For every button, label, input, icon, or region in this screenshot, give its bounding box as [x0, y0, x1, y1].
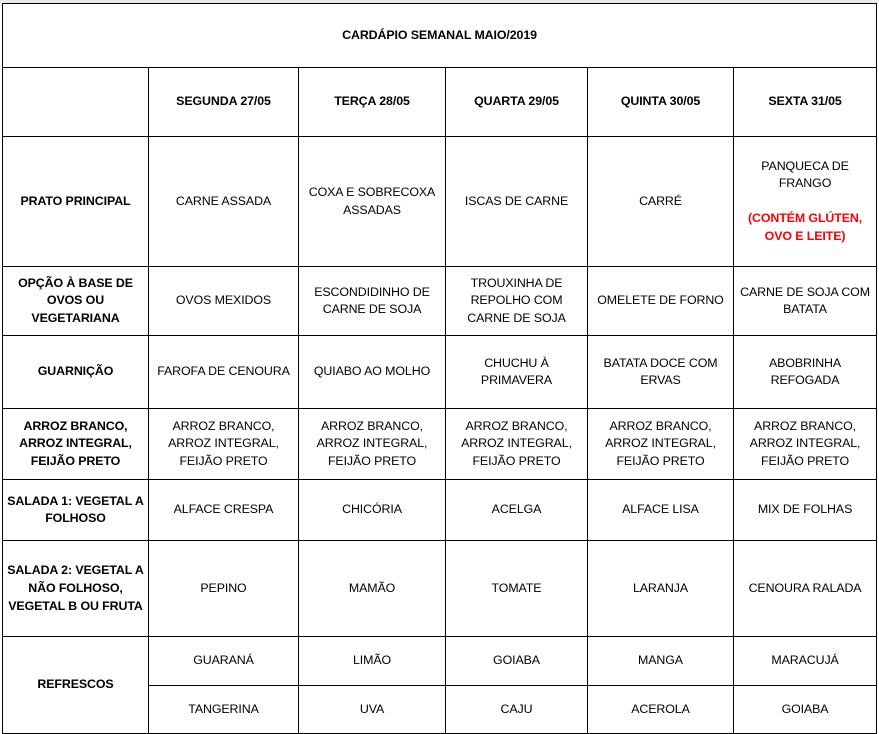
row-label-refrescos: REFRESCOS — [2, 636, 149, 734]
cell-salada2-quinta: LARANJA — [587, 540, 734, 638]
cell-guarnicao-segunda: FAROFA DE CENOURA — [148, 335, 299, 410]
cell-refrescos2-terca: UVA — [298, 685, 446, 734]
cell-prato-principal-quinta: CARRÉ — [587, 135, 734, 268]
cell-prato-principal-sexta: PANQUECA DE FRANGO (CONTÉM GLÚTEN, OVO E… — [732, 135, 878, 268]
row-salada-2: SALADA 2: VEGETAL A NÃO FOLHOSO, VEGETAL… — [2, 540, 878, 638]
header-day-quinta: QUINTA 30/05 — [587, 67, 734, 137]
cell-arroz-quinta: ARROZ BRANCO, ARROZ INTEGRAL, FEIJÃO PRE… — [587, 408, 734, 481]
row-arroz-feijao: ARROZ BRANCO, ARROZ INTEGRAL, FEIJÃO PRE… — [2, 408, 878, 481]
row-label-salada-2: SALADA 2: VEGETAL A NÃO FOLHOSO, VEGETAL… — [2, 540, 149, 638]
cell-refrescos1-quinta: MANGA — [587, 636, 734, 687]
menu-title: CARDÁPIO SEMANAL MAIO/2019 — [1, 3, 878, 68]
cell-salada1-terca: CHICÓRIA — [298, 479, 446, 542]
row-guarnicao: GUARNIÇÃO FAROFA DE CENOURA QUIABO AO MO… — [2, 335, 878, 410]
cell-prato-principal-quarta: ISCAS DE CARNE — [445, 135, 588, 268]
row-label-guarnicao: GUARNIÇÃO — [2, 335, 149, 410]
row-label-salada-1: SALADA 1: VEGETAL A FOLHOSO — [2, 479, 149, 542]
header-row: SEGUNDA 27/05 TERÇA 28/05 QUARTA 29/05 Q… — [2, 67, 878, 137]
row-prato-principal: PRATO PRINCIPAL CARNE ASSADA COXA E SOBR… — [2, 135, 878, 268]
row-label-opcao-vegetariana: OPÇÃO À BASE DE OVOS OU VEGETARIANA — [2, 266, 149, 337]
cell-refrescos2-quinta: ACEROLA — [587, 685, 734, 734]
cell-prato-principal-terca: COXA E SOBRECOXA ASSADAS — [298, 135, 446, 268]
header-day-quarta: QUARTA 29/05 — [445, 67, 588, 137]
title-row: CARDÁPIO SEMANAL MAIO/2019 — [1, 3, 878, 68]
row-label-prato-principal: PRATO PRINCIPAL — [2, 135, 149, 268]
cell-refrescos1-terca: LIMÃO — [298, 636, 446, 687]
cell-opcao-terca: ESCONDIDINHO DE CARNE DE SOJA — [298, 266, 446, 337]
cell-prato-principal-segunda: CARNE ASSADA — [148, 135, 299, 268]
cell-guarnicao-sexta: ABOBRINHA REFOGADA — [732, 335, 878, 410]
weekly-menu-table: CARDÁPIO SEMANAL MAIO/2019 SEGUNDA 27/05… — [1, 3, 878, 734]
cell-guarnicao-terca: QUIABO AO MOLHO — [298, 335, 446, 410]
row-refrescos-1: REFRESCOS GUARANÁ LIMÃO GOIABA MANGA MAR… — [2, 636, 878, 734]
cell-refrescos2-quarta: CAJU — [445, 685, 588, 734]
cell-opcao-sexta: CARNE DE SOJA COM BATATA — [732, 266, 878, 337]
header-day-terca: TERÇA 28/05 — [298, 67, 446, 137]
cell-arroz-quarta: ARROZ BRANCO, ARROZ INTEGRAL, FEIJÃO PRE… — [445, 408, 588, 481]
cell-refrescos2-sexta: GOIABA — [732, 685, 878, 734]
cell-salada1-sexta: MIX DE FOLHAS — [732, 479, 878, 542]
cell-arroz-terca: ARROZ BRANCO, ARROZ INTEGRAL, FEIJÃO PRE… — [298, 408, 446, 481]
cell-salada2-segunda: PEPINO — [148, 540, 299, 638]
row-opcao-vegetariana: OPÇÃO À BASE DE OVOS OU VEGETARIANA OVOS… — [2, 266, 878, 337]
top-edge-strip — [0, 0, 879, 3]
cell-arroz-sexta: ARROZ BRANCO, ARROZ INTEGRAL, FEIJÃO PRE… — [732, 408, 878, 481]
cell-guarnicao-quarta: CHUCHU À PRIMAVERA — [445, 335, 588, 410]
cell-opcao-quarta: TROUXINHA DE REPOLHO COM CARNE DE SOJA — [445, 266, 588, 337]
cell-salada1-quinta: ALFACE LISA — [587, 479, 734, 542]
cell-arroz-segunda: ARROZ BRANCO, ARROZ INTEGRAL, FEIJÃO PRE… — [148, 408, 299, 481]
row-salada-1: SALADA 1: VEGETAL A FOLHOSO ALFACE CRESP… — [2, 479, 878, 542]
cell-refrescos2-segunda: TANGERINA — [148, 685, 299, 734]
cell-salada2-sexta: CENOURA RALADA — [732, 540, 878, 638]
cell-opcao-quinta: OMELETE DE FORNO — [587, 266, 734, 337]
cell-salada2-quarta: TOMATE — [445, 540, 588, 638]
cell-guarnicao-quinta: BATATA DOCE COM ERVAS — [587, 335, 734, 410]
cell-salada1-segunda: ALFACE CRESPA — [148, 479, 299, 542]
cell-refrescos1-quarta: GOIABA — [445, 636, 588, 687]
header-day-segunda: SEGUNDA 27/05 — [148, 67, 299, 137]
prato-sexta-name: PANQUECA DE FRANGO — [761, 158, 849, 191]
cell-refrescos1-sexta: MARACUJÁ — [732, 636, 878, 687]
cell-opcao-segunda: OVOS MEXIDOS — [148, 266, 299, 337]
row-label-arroz-feijao: ARROZ BRANCO, ARROZ INTEGRAL, FEIJÃO PRE… — [2, 408, 149, 481]
cell-salada2-terca: MAMÃO — [298, 540, 446, 638]
cell-salada1-quarta: ACELGA — [445, 479, 588, 542]
cell-refrescos1-segunda: GUARANÁ — [148, 636, 299, 687]
header-corner-blank — [2, 67, 149, 137]
prato-sexta-allergen-alert: (CONTÉM GLÚTEN, OVO E LEITE) — [747, 211, 863, 244]
header-day-sexta: SEXTA 31/05 — [732, 67, 878, 137]
